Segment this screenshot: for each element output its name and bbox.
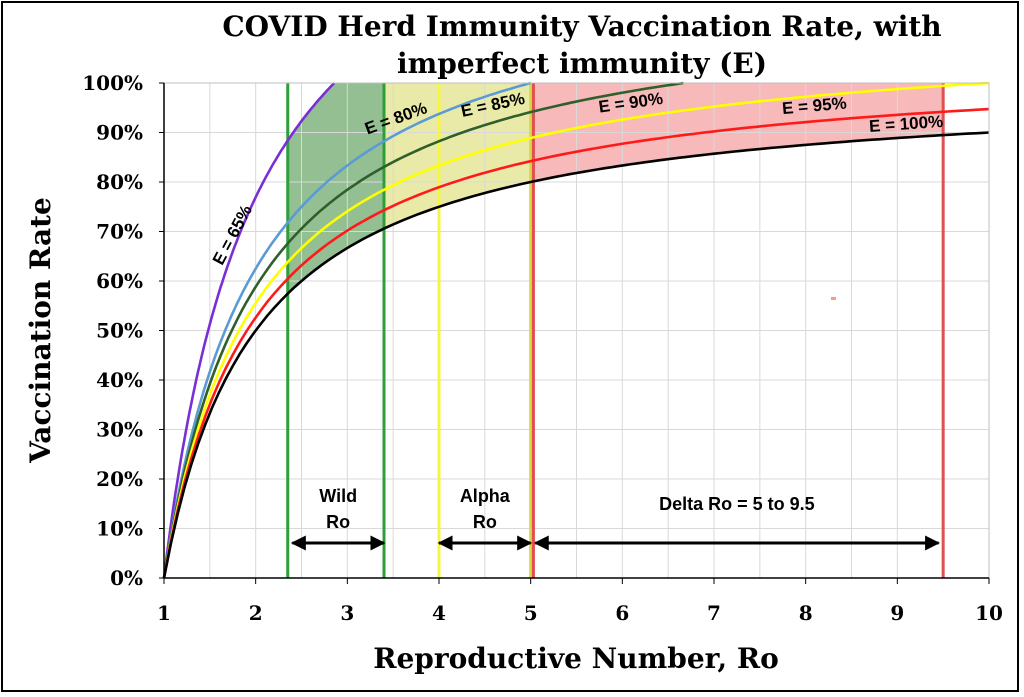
range-label-2: Alpha — [460, 486, 511, 506]
x-axis-title: Reproductive Number, Ro — [373, 642, 779, 675]
series-line-e65 — [162, 82, 336, 579]
y-tick-label: 30% — [96, 418, 143, 442]
shaded-region-2 — [384, 83, 531, 229]
series-line-e95 — [162, 107, 990, 579]
x-tick-label: 8 — [799, 601, 813, 625]
chart-title-line-2: imperfect immunity (E) — [397, 47, 767, 80]
range-label-3: Delta Ro = 5 to 9.5 — [659, 494, 815, 514]
range-label-1: Ro — [326, 512, 350, 532]
y-tick-label: 60% — [96, 269, 143, 293]
stray-mark — [831, 297, 836, 300]
x-tick-label: 9 — [890, 601, 904, 625]
y-tick-label: 20% — [96, 467, 143, 491]
shaded-region-1 — [287, 83, 384, 294]
range-label-2: Ro — [473, 512, 497, 532]
chart-title-line-1: COVID Herd Immunity Vaccination Rate, wi… — [222, 10, 941, 43]
x-tick-label: 5 — [524, 601, 538, 625]
y-tick-label: 10% — [96, 517, 143, 541]
plot-area: 1 2 3 4 5 6 7 8 9 100%10%20%30%40%50%60%70%80%90%… — [82, 71, 1003, 625]
series-line-e90 — [162, 81, 990, 579]
series-line-e85 — [162, 81, 684, 579]
y-tick-label: 90% — [96, 121, 143, 145]
x-tick-label: 6 — [615, 601, 629, 625]
y-axis-title: Vaccination Rate — [24, 197, 57, 464]
x-tick-label: 4 — [432, 601, 446, 625]
x-tick-label: 3 — [340, 601, 354, 625]
y-tick-label: 80% — [96, 170, 143, 194]
x-tick-label: 10 — [975, 601, 1003, 625]
y-tick-label: 70% — [96, 220, 143, 244]
range-label-1: Wild — [319, 486, 357, 506]
x-tick-label: 2 — [249, 601, 263, 625]
x-tick-label: 1 — [157, 601, 171, 625]
y-tick-label: 0% — [110, 566, 143, 590]
x-tick-label: 7 — [707, 601, 721, 625]
series-line-e100 — [162, 131, 990, 579]
series-line-e80 — [162, 81, 532, 579]
y-tick-label: 40% — [96, 368, 143, 392]
y-tick-label: 100% — [82, 71, 143, 95]
y-tick-label: 50% — [96, 319, 143, 343]
